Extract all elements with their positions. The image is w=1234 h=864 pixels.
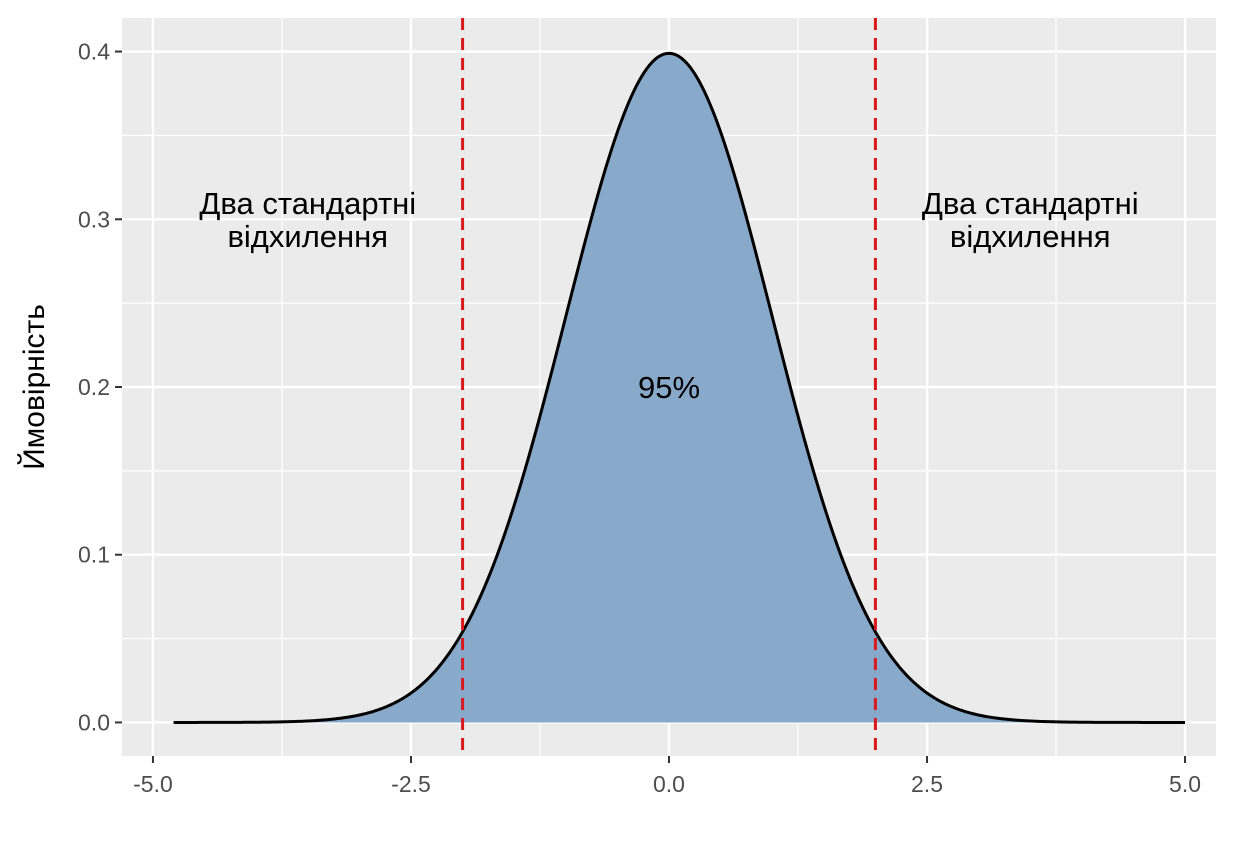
y-axis: 0.0 0.1 0.2 0.3 0.4 xyxy=(78,39,122,735)
x-tick-label: 0.0 xyxy=(653,771,685,797)
x-tick-label: -2.5 xyxy=(391,771,431,797)
x-tick-label: 5.0 xyxy=(1169,771,1201,797)
x-axis: -5.0 -2.5 0.0 2.5 5.0 xyxy=(133,756,1201,797)
density-line xyxy=(173,51,1186,724)
annotation-line: відхилення xyxy=(950,219,1111,254)
y-tick-label: 0.0 xyxy=(78,709,110,735)
y-tick-label: 0.4 xyxy=(78,39,110,65)
y-tick-label: 0.2 xyxy=(78,374,110,400)
annotation-text: Два стандартні відхилення xyxy=(922,186,1139,254)
annotation-line: Два стандартні xyxy=(922,186,1139,221)
x-tick-label: -5.0 xyxy=(133,771,173,797)
vline-group xyxy=(461,18,877,756)
y-tick-label: 0.3 xyxy=(78,206,110,232)
annotation-text: Два стандартні відхилення xyxy=(199,186,416,254)
annotation-line: Два стандартні xyxy=(199,186,416,221)
annotation-line: відхилення xyxy=(227,219,388,254)
annotation-line: 95% xyxy=(638,370,700,405)
density-area xyxy=(152,53,1186,723)
y-axis-title: Ймовірність xyxy=(17,304,51,470)
annotation-text: 95% xyxy=(638,370,700,405)
x-tick-label: 2.5 xyxy=(911,771,943,797)
y-tick-label: 0.1 xyxy=(78,542,110,568)
